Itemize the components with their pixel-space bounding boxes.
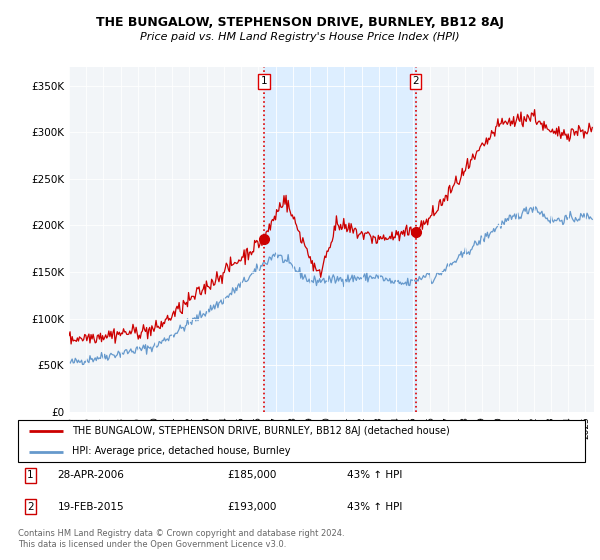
Text: 2: 2 [412,76,419,86]
Text: 1: 1 [27,470,34,480]
Text: £185,000: £185,000 [228,470,277,480]
Text: 28-APR-2006: 28-APR-2006 [58,470,125,480]
Bar [264,67,416,412]
Text: £193,000: £193,000 [228,502,277,512]
Text: THE BUNGALOW, STEPHENSON DRIVE, BURNLEY, BB12 8AJ (detached house): THE BUNGALOW, STEPHENSON DRIVE, BURNLEY,… [72,426,449,436]
FancyBboxPatch shape [18,420,585,462]
Text: 43% ↑ HPI: 43% ↑ HPI [347,502,402,512]
Text: 19-FEB-2015: 19-FEB-2015 [58,502,124,512]
Text: THE BUNGALOW, STEPHENSON DRIVE, BURNLEY, BB12 8AJ: THE BUNGALOW, STEPHENSON DRIVE, BURNLEY,… [96,16,504,29]
Text: Contains HM Land Registry data © Crown copyright and database right 2024.
This d: Contains HM Land Registry data © Crown c… [18,529,344,549]
Text: 1: 1 [260,76,267,86]
Text: 2: 2 [27,502,34,512]
Text: Price paid vs. HM Land Registry's House Price Index (HPI): Price paid vs. HM Land Registry's House … [140,32,460,43]
Text: 43% ↑ HPI: 43% ↑ HPI [347,470,402,480]
Text: HPI: Average price, detached house, Burnley: HPI: Average price, detached house, Burn… [72,446,290,456]
